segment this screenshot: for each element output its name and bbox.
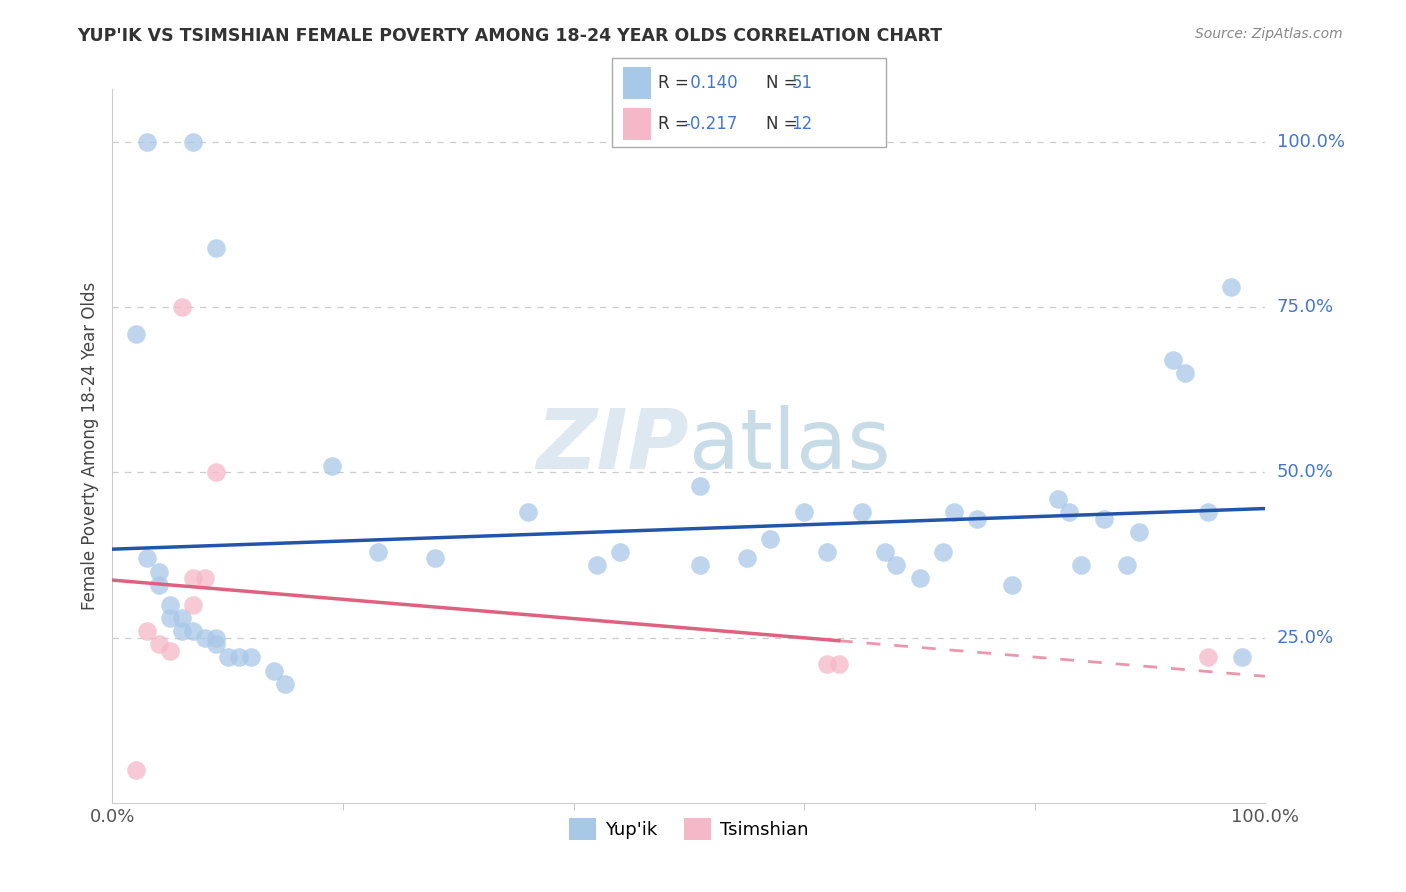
Point xyxy=(263,664,285,678)
Point xyxy=(1116,558,1139,572)
Point xyxy=(1128,524,1150,539)
Point xyxy=(217,650,239,665)
Point xyxy=(516,505,538,519)
Text: -0.217: -0.217 xyxy=(685,115,738,133)
Point xyxy=(274,677,297,691)
Point xyxy=(689,558,711,572)
Point xyxy=(828,657,851,671)
Text: 25.0%: 25.0% xyxy=(1277,629,1334,647)
Text: R =: R = xyxy=(658,74,695,92)
Point xyxy=(1232,650,1254,665)
Point xyxy=(181,135,204,149)
Point xyxy=(321,458,343,473)
Point xyxy=(136,135,159,149)
Text: Source: ZipAtlas.com: Source: ZipAtlas.com xyxy=(1195,27,1343,41)
Point xyxy=(239,650,262,665)
Point xyxy=(124,326,146,341)
Text: 12: 12 xyxy=(792,115,813,133)
Point xyxy=(194,631,217,645)
Point xyxy=(851,505,873,519)
Text: 75.0%: 75.0% xyxy=(1277,298,1334,317)
Point xyxy=(425,551,447,566)
Point xyxy=(758,532,780,546)
Text: N =: N = xyxy=(766,115,803,133)
Point xyxy=(1174,367,1197,381)
Point xyxy=(228,650,250,665)
Point xyxy=(609,545,631,559)
Point xyxy=(148,637,170,651)
Point xyxy=(170,611,193,625)
Point xyxy=(689,478,711,492)
Point xyxy=(205,241,228,255)
Point xyxy=(966,511,988,525)
Point xyxy=(908,571,931,585)
Text: atlas: atlas xyxy=(689,406,890,486)
Text: R =: R = xyxy=(658,115,695,133)
Text: N =: N = xyxy=(766,74,803,92)
Point xyxy=(159,598,181,612)
Point xyxy=(931,545,953,559)
Point xyxy=(1219,280,1241,294)
Y-axis label: Female Poverty Among 18-24 Year Olds: Female Poverty Among 18-24 Year Olds xyxy=(80,282,98,610)
Point xyxy=(170,300,193,314)
Point xyxy=(585,558,607,572)
Point xyxy=(136,551,159,566)
Point xyxy=(205,637,228,651)
Point xyxy=(159,644,181,658)
Point xyxy=(943,505,966,519)
Point xyxy=(159,611,181,625)
Point xyxy=(815,657,838,671)
Point xyxy=(1092,511,1115,525)
Point xyxy=(181,571,204,585)
Point xyxy=(170,624,193,638)
Point xyxy=(1161,353,1184,368)
Point xyxy=(124,763,146,777)
Point xyxy=(1001,578,1024,592)
Text: 50.0%: 50.0% xyxy=(1277,464,1333,482)
Text: YUP'IK VS TSIMSHIAN FEMALE POVERTY AMONG 18-24 YEAR OLDS CORRELATION CHART: YUP'IK VS TSIMSHIAN FEMALE POVERTY AMONG… xyxy=(77,27,942,45)
Point xyxy=(1197,650,1219,665)
Point xyxy=(886,558,908,572)
Point xyxy=(1070,558,1092,572)
Point xyxy=(194,571,217,585)
Point xyxy=(148,578,170,592)
Point xyxy=(367,545,389,559)
Point xyxy=(181,598,204,612)
Point xyxy=(148,565,170,579)
Point xyxy=(205,631,228,645)
Point xyxy=(181,624,204,638)
Point xyxy=(136,624,159,638)
Point xyxy=(1046,491,1069,506)
Point xyxy=(1059,505,1081,519)
Point xyxy=(205,466,228,480)
Point xyxy=(793,505,815,519)
Legend: Yup'ik, Tsimshian: Yup'ik, Tsimshian xyxy=(561,811,817,847)
Text: 100.0%: 100.0% xyxy=(1277,133,1344,151)
Text: 51: 51 xyxy=(792,74,813,92)
Text: 0.140: 0.140 xyxy=(685,74,737,92)
Point xyxy=(735,551,758,566)
Text: ZIP: ZIP xyxy=(536,406,689,486)
Point xyxy=(873,545,896,559)
Point xyxy=(1197,505,1219,519)
Point xyxy=(815,545,838,559)
